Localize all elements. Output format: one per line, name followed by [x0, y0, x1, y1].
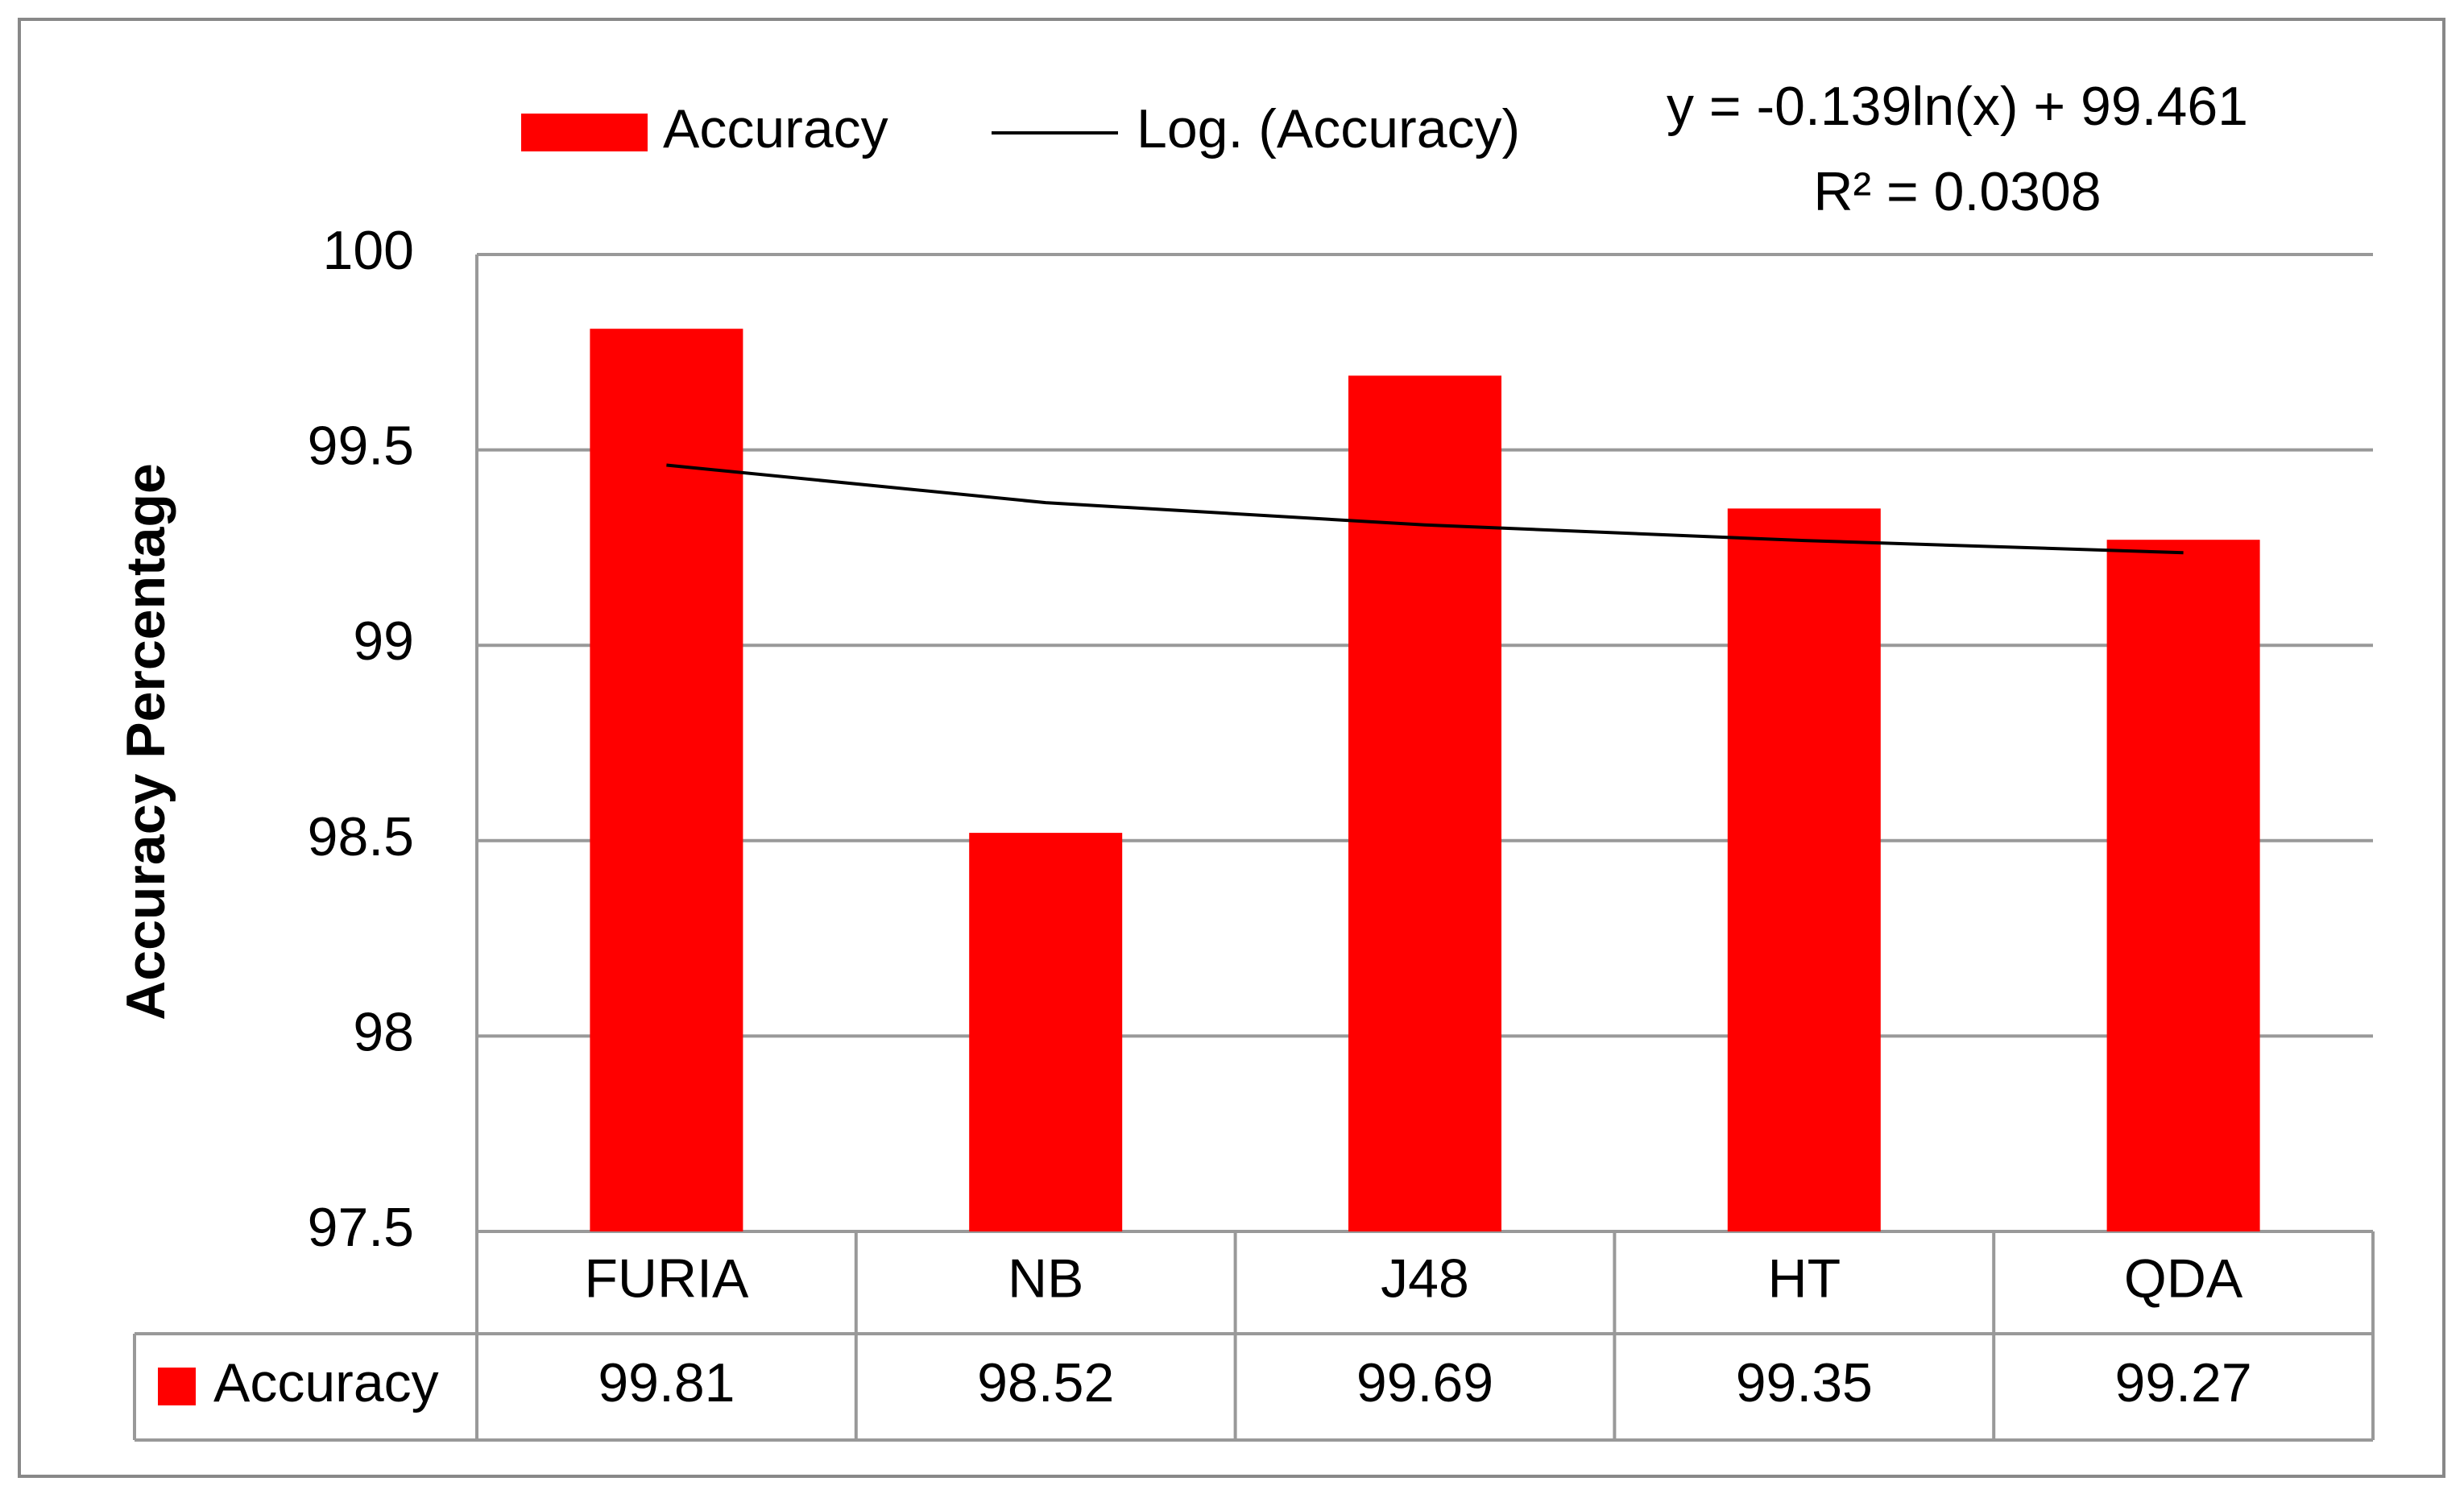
bar [590, 329, 743, 1231]
trendline [666, 463, 2184, 555]
table-value: 99.27 [2115, 1352, 2252, 1413]
table-legend-key [158, 1368, 196, 1405]
x-tick-label: J48 [1381, 1248, 1469, 1309]
x-tick-label: FURIA [584, 1248, 749, 1309]
x-tick-label: HT [1767, 1248, 1841, 1309]
trend-r-squared: R² = 0.0308 [1813, 161, 2101, 222]
legend-label: Log. (Accuracy) [1137, 98, 1520, 159]
y-tick-label: 98.5 [308, 806, 414, 867]
y-tick-label: 100 [323, 220, 414, 281]
bar [1348, 375, 1501, 1231]
y-tick-label: 97.5 [308, 1197, 414, 1258]
legend-key [521, 114, 648, 151]
bar [1727, 508, 1881, 1231]
bar [969, 833, 1123, 1231]
y-tick-label: 99.5 [308, 416, 414, 477]
chart-border [18, 18, 2445, 1478]
bar [2106, 540, 2260, 1231]
x-tick-label: QDA [2124, 1248, 2243, 1309]
trend-equation: y = -0.139ln(x) + 99.461 [1667, 76, 2248, 137]
legend-label: Accuracy [663, 98, 888, 159]
table-series-name: Accuracy [213, 1352, 439, 1413]
x-tick-label: NB [1008, 1248, 1083, 1309]
y-tick-label: 98 [353, 1001, 414, 1062]
table-value: 99.69 [1356, 1352, 1493, 1413]
table-value: 98.52 [977, 1352, 1114, 1413]
y-tick-label: 99 [353, 610, 414, 672]
y-axis-title: Accuracy Percentage [115, 463, 176, 1020]
table-value: 99.35 [1736, 1352, 1873, 1413]
table-value: 99.81 [598, 1352, 735, 1413]
